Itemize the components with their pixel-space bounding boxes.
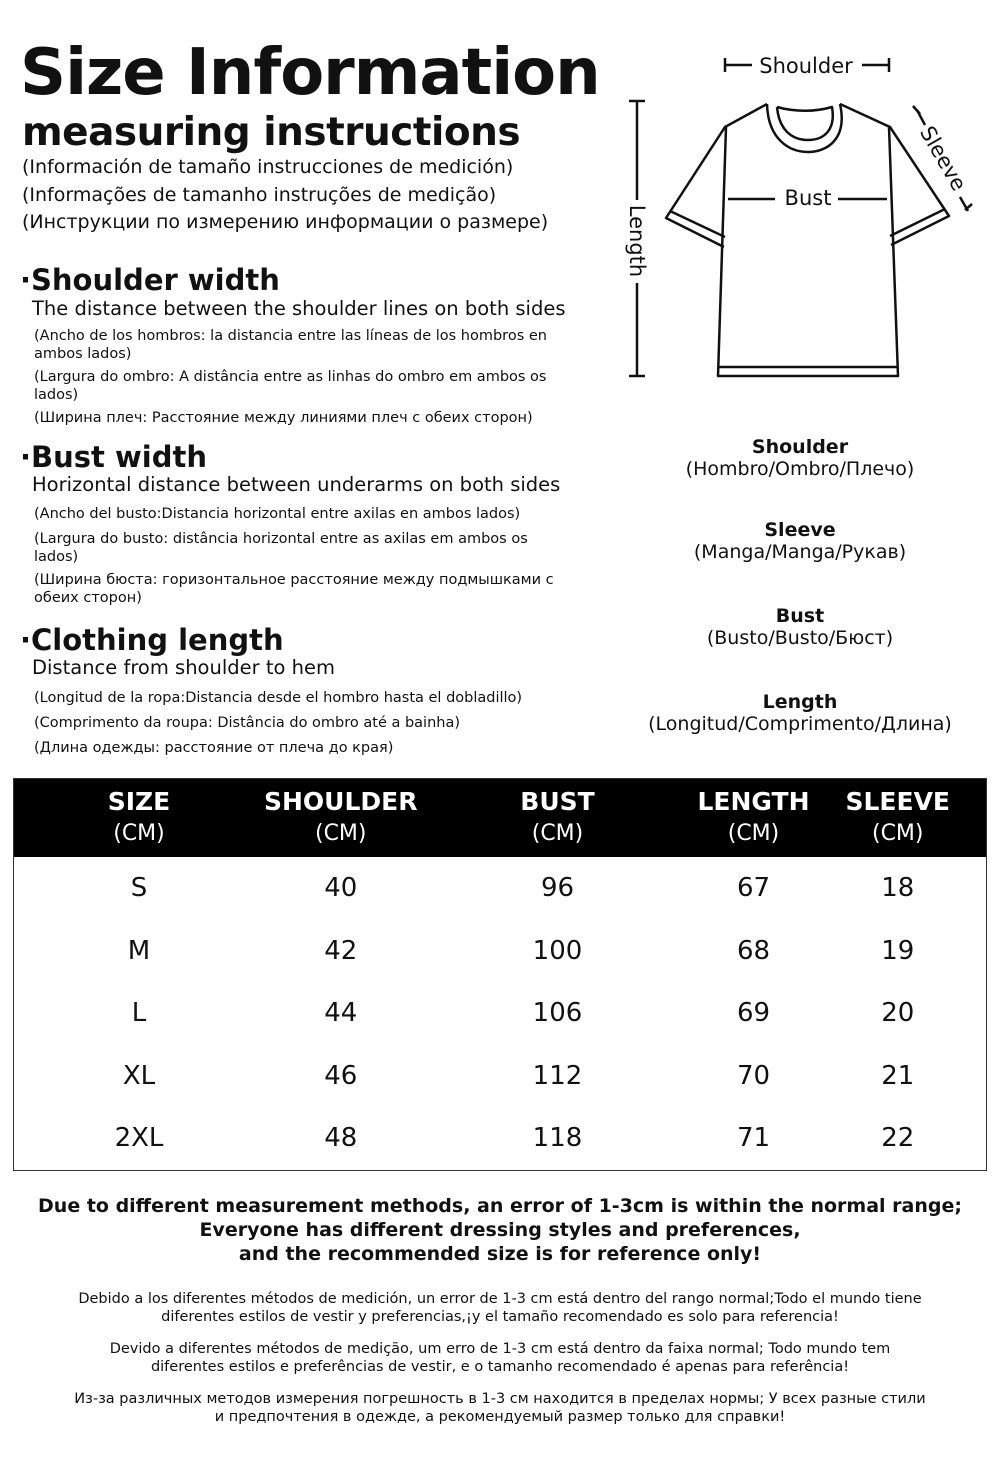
- size-table: SIZE (CM) SHOULDER (CM) BUST (CM) LENGTH (CM…: [13, 778, 987, 1171]
- column-header-length: LENGTH (CM): [697, 778, 810, 857]
- cell-bust: 106: [532, 998, 583, 1029]
- diagram-label-length: Length: [625, 205, 649, 277]
- title-translation-pt: (Informações de tamanho instruções de me…: [22, 184, 497, 206]
- section-description-bust: Horizontal distance between underarms on…: [32, 473, 561, 496]
- section-description-length: Distance from shoulder to hem: [32, 656, 335, 679]
- translation-line: и предпочтения в одежде, а рекомендуемый…: [214, 1409, 786, 1425]
- cell-sleeve: 19: [881, 935, 915, 966]
- translation-line: Devido a diferentes métodos de medição, …: [109, 1341, 891, 1357]
- section-note: (Comprimento da roupa: Distância do ombr…: [34, 715, 461, 731]
- table-row: XL 46 112 70 21: [14, 1045, 987, 1108]
- cell-sleeve: 21: [881, 1060, 915, 1091]
- footer-translation-ru: Из-за различных методов измерения погреш…: [0, 1390, 1000, 1426]
- section-note: (Длина одежды: расстояние от плеча до кр…: [34, 740, 394, 756]
- legend-item-length: Length (Longitud/Comprimento/Длина): [600, 691, 1000, 735]
- cell-size: 2XL: [114, 1123, 164, 1154]
- table-row: M 42 100 68 19: [14, 920, 987, 983]
- notice-line: Everyone has different dressing styles a…: [199, 1219, 801, 1241]
- footer-notice: Due to different measurement methods, an…: [0, 1194, 1000, 1266]
- column-header-size: SIZE (CM): [13, 778, 264, 857]
- cell-bust: 96: [540, 873, 575, 904]
- legend-item-shoulder: Shoulder (Hombro/Ombro/Плечо): [600, 436, 1000, 480]
- footer-translation-es: Debido a los diferentes métodos de medic…: [0, 1290, 1000, 1326]
- cell-size: XL: [122, 1060, 156, 1091]
- legend-label: Bust: [775, 605, 825, 627]
- section-heading-bust: ·Bust width: [20, 440, 207, 474]
- cell-size: S: [130, 873, 148, 904]
- diagram-label-bust: Bust: [785, 186, 832, 210]
- legend-label: Length: [762, 691, 838, 713]
- section-description-shoulder: The distance between the shoulder lines …: [32, 297, 566, 320]
- title-translation-ru: (Инструкции по измерению информации о ра…: [22, 211, 549, 233]
- cell-size: L: [131, 998, 147, 1029]
- table-row: L 44 106 69 20: [14, 982, 987, 1045]
- cell-bust: 112: [532, 1060, 583, 1091]
- footer-translation-pt: Devido a diferentes métodos de medição, …: [0, 1340, 1000, 1376]
- cell-size: M: [127, 935, 151, 966]
- cell-shoulder: 46: [324, 1060, 358, 1091]
- section-note: (Ancho del busto:Distancia horizontal en…: [34, 506, 521, 522]
- section-heading-shoulder: ·Shoulder width: [20, 263, 280, 297]
- column-header-shoulder: SHOULDER (CM): [264, 778, 418, 857]
- table-row: S 40 96 67 18: [14, 857, 987, 920]
- cell-sleeve: 20: [881, 998, 915, 1029]
- translation-line: diferentes estilos de vestir y preferenc…: [161, 1309, 839, 1325]
- section-note: (Ширина бюста: горизонтальное расстояние…: [34, 572, 554, 606]
- column-header-bust: BUST (CM): [417, 778, 698, 857]
- cell-length: 68: [736, 935, 771, 966]
- section-note: (Longitud de la ropa:Distancia desde el …: [34, 690, 523, 706]
- cell-length: 70: [736, 1060, 771, 1091]
- table-header-row: SIZE (CM) SHOULDER (CM) BUST (CM) LENGTH (CM…: [13, 778, 987, 857]
- section-note: (Ширина плеч: Расстояние между линиями п…: [34, 410, 533, 426]
- tshirt-measurement-diagram: Shoulder Bust Length Sleeve: [625, 54, 973, 378]
- section-note: (Largura do busto: distância horizontal …: [34, 531, 528, 565]
- cell-sleeve: 22: [881, 1123, 915, 1154]
- diagram-label-shoulder: Shoulder: [759, 54, 853, 78]
- legend-translation: (Hombro/Ombro/Плечо): [685, 458, 915, 480]
- legend-item-sleeve: Sleeve (Manga/Manga/Рукав): [600, 519, 1000, 563]
- legend-translation: (Longitud/Comprimento/Длина): [648, 713, 952, 735]
- translation-line: Debido a los diferentes métodos de medic…: [78, 1291, 922, 1307]
- legend-item-bust: Bust (Busto/Busto/Бюст): [600, 605, 1000, 649]
- cell-bust: 118: [532, 1123, 583, 1154]
- cell-bust: 100: [532, 935, 583, 966]
- legend-label: Sleeve: [764, 519, 836, 541]
- cell-shoulder: 42: [324, 935, 358, 966]
- translation-line: Из-за различных методов измерения погреш…: [74, 1391, 926, 1407]
- table-row: 2XL 48 118 71 22: [14, 1107, 987, 1170]
- notice-line: Due to different measurement methods, an…: [38, 1195, 962, 1217]
- legend-label: Shoulder: [751, 436, 849, 458]
- page-title: Size Information: [20, 36, 601, 110]
- page-subtitle: measuring instructions: [22, 110, 521, 155]
- column-header-sleeve: SLEEVE (CM): [809, 778, 987, 857]
- cell-shoulder: 44: [324, 998, 358, 1029]
- legend-translation: (Manga/Manga/Рукав): [693, 541, 907, 563]
- cell-shoulder: 40: [324, 873, 358, 904]
- cell-shoulder: 48: [324, 1123, 358, 1154]
- cell-length: 71: [736, 1123, 771, 1154]
- cell-sleeve: 18: [881, 873, 915, 904]
- section-note: (Ancho de los hombros: la distancia entr…: [34, 328, 547, 362]
- section-note: (Largura do ombro: A distância entre as …: [34, 369, 547, 403]
- section-heading-length: ·Clothing length: [20, 623, 284, 657]
- notice-line: and the recommended size is for referenc…: [238, 1243, 762, 1265]
- diagram-label-sleeve: Sleeve: [915, 122, 971, 195]
- title-translation-es: (Información de tamaño instrucciones de …: [22, 156, 514, 178]
- legend-translation: (Busto/Busto/Бюст): [706, 627, 894, 649]
- translation-line: diferentes estilos e preferências de ves…: [150, 1359, 850, 1375]
- cell-length: 67: [736, 873, 771, 904]
- cell-length: 69: [736, 998, 771, 1029]
